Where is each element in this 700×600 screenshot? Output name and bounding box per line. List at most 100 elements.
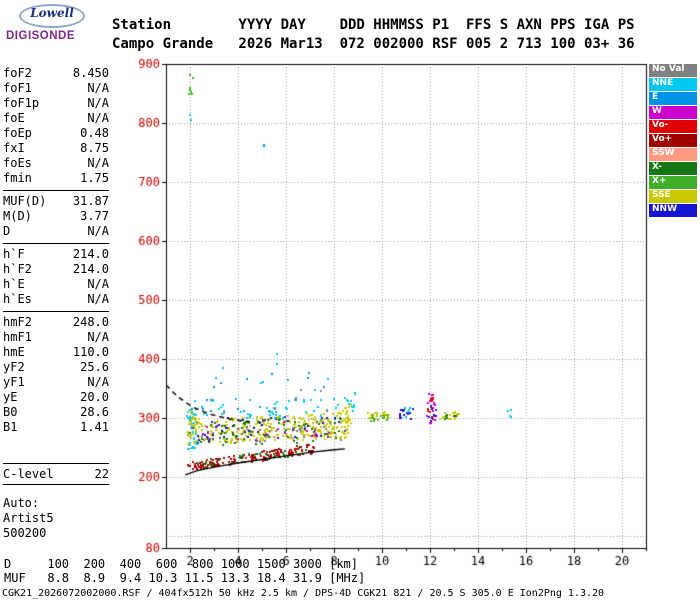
legend-item-x-: X+ <box>649 176 697 189</box>
param-row: hmE 110.0 <box>3 345 109 360</box>
param-group: h`F 214.0 h`F2 214.0 h`E N/A h`Es N/A <box>3 243 109 307</box>
param-row: fmin 1.75 <box>3 171 109 186</box>
param-group: hmF2 248.0 hmF1 N/A hmE 110.0 yF2 25.6 yF1 N/A yE 2… <box>3 311 109 435</box>
legend-item-vo-: Vo- <box>649 120 697 133</box>
param-value: 1.41 <box>80 420 109 434</box>
param-label: MUF(D) <box>3 194 47 208</box>
param-label: 500200 <box>3 526 47 540</box>
param-row: h`Es N/A <box>3 292 109 307</box>
param-row: yF1 N/A <box>3 375 109 390</box>
param-value: 0.48 <box>80 126 109 140</box>
param-row: D N/A <box>3 224 109 239</box>
param-value: N/A <box>87 156 109 170</box>
param-value: 31.87 <box>72 194 109 208</box>
param-value: N/A <box>87 224 109 238</box>
param-row: Artist5 <box>3 511 109 526</box>
legend-item-x-: X- <box>649 162 697 175</box>
param-row: h`F 214.0 <box>3 247 109 262</box>
param-label: h`Es <box>3 292 32 306</box>
param-value: 25.6 <box>80 360 109 374</box>
header-column-titles: Station YYYY DAY DDD HHMMSS P1 FFS S AXN… <box>112 17 635 33</box>
param-row: yF2 25.6 <box>3 360 109 375</box>
param-value: N/A <box>87 96 109 110</box>
param-value: 8.75 <box>80 141 109 155</box>
param-row: foF1p N/A <box>3 96 109 111</box>
param-label: fmin <box>3 171 32 185</box>
param-row: B0 28.6 <box>3 405 109 420</box>
param-label: foE <box>3 111 25 125</box>
param-group: foF2 8.450 foF1 N/A foF1p N/A foE N/A foEp 0.48 fx… <box>3 66 109 186</box>
param-value: 248.0 <box>72 315 109 329</box>
muf-row: MUF 8.8 8.9 9.4 10.3 11.5 13.3 18.4 31.9… <box>4 571 366 585</box>
param-label: hmF2 <box>3 315 32 329</box>
param-value: 214.0 <box>72 247 109 261</box>
header-station-values: Campo Grande 2026 Mar13 072 002000 RSF 0… <box>112 36 635 52</box>
legend-item-ssw: SSW <box>649 148 697 161</box>
param-row: foEs N/A <box>3 156 109 171</box>
legend-item-vo-: Vo+ <box>649 134 697 147</box>
param-label: yF1 <box>3 375 25 389</box>
param-row: Auto: <box>3 496 109 511</box>
param-label: B1 <box>3 420 18 434</box>
param-row: fxI 8.75 <box>3 141 109 156</box>
param-row: 500200 <box>3 526 109 541</box>
param-row: M(D) 3.77 <box>3 209 109 224</box>
ionogram-canvas <box>130 52 670 568</box>
param-row: MUF(D) 31.87 <box>3 194 109 209</box>
param-value: 8.450 <box>72 66 109 80</box>
param-value: N/A <box>87 292 109 306</box>
param-panel: foF2 8.450 foF1 N/A foF1p N/A foE N/A foEp 0.48 fx… <box>3 66 109 541</box>
param-group: MUF(D) 31.87 M(D) 3.77 D N/A <box>3 190 109 239</box>
legend-item-w: W <box>649 106 697 119</box>
param-label: hmF1 <box>3 330 32 344</box>
param-value: N/A <box>87 277 109 291</box>
param-label: D <box>3 224 11 238</box>
param-row: yE 20.0 <box>3 390 109 405</box>
param-row: h`E N/A <box>3 277 109 292</box>
param-value: 1.75 <box>80 171 109 185</box>
param-label: h`E <box>3 277 25 291</box>
param-value: N/A <box>87 111 109 125</box>
param-label: foEs <box>3 156 32 170</box>
legend-item-nne: NNE <box>649 78 697 91</box>
param-row: foF2 8.450 <box>3 66 109 81</box>
param-label: Artist5 <box>3 511 54 525</box>
param-row: hmF1 N/A <box>3 330 109 345</box>
param-label: h`F <box>3 247 25 261</box>
param-row: hmF2 248.0 <box>3 315 109 330</box>
param-label: h`F2 <box>3 262 32 276</box>
param-value: N/A <box>87 375 109 389</box>
param-label: Auto: <box>3 496 40 510</box>
lowell-logo-oval: Lowell <box>19 4 85 28</box>
param-group: Auto: Artist5 500200 <box>3 493 109 541</box>
distance-row: D 100 200 400 600 800 1000 1500 3000 [km… <box>4 557 359 571</box>
param-row: h`F2 214.0 <box>3 262 109 277</box>
param-row: foEp 0.48 <box>3 126 109 141</box>
legend-item-sse: SSE <box>649 190 697 203</box>
legend-item-e: E <box>649 92 697 105</box>
param-label: M(D) <box>3 209 32 223</box>
logo-brand-text: Lowell <box>30 6 74 20</box>
param-value: 214.0 <box>72 262 109 276</box>
param-group: C-level 22 <box>3 463 109 485</box>
param-label: yF2 <box>3 360 25 374</box>
param-label: C-level <box>3 467 54 481</box>
logo-product-text: DIGISONDE <box>6 30 76 42</box>
param-label: hmE <box>3 345 25 359</box>
param-label: foEp <box>3 126 32 140</box>
param-value: 28.6 <box>80 405 109 419</box>
lowell-digisonde-logo: Lowell DIGISONDE <box>6 4 108 46</box>
legend-item-no-val: No Val <box>649 64 697 77</box>
param-label: foF2 <box>3 66 32 80</box>
param-label: B0 <box>3 405 18 419</box>
param-label: foF1p <box>3 96 40 110</box>
param-value: 110.0 <box>72 345 109 359</box>
param-row: foF1 N/A <box>3 81 109 96</box>
param-label: foF1 <box>3 81 32 95</box>
param-value: 20.0 <box>80 390 109 404</box>
param-label: yE <box>3 390 18 404</box>
param-value: N/A <box>87 81 109 95</box>
param-row: B1 1.41 <box>3 420 109 435</box>
status-line: CGK21_2026072002000.RSF / 404fx512h 50 k… <box>2 588 605 599</box>
